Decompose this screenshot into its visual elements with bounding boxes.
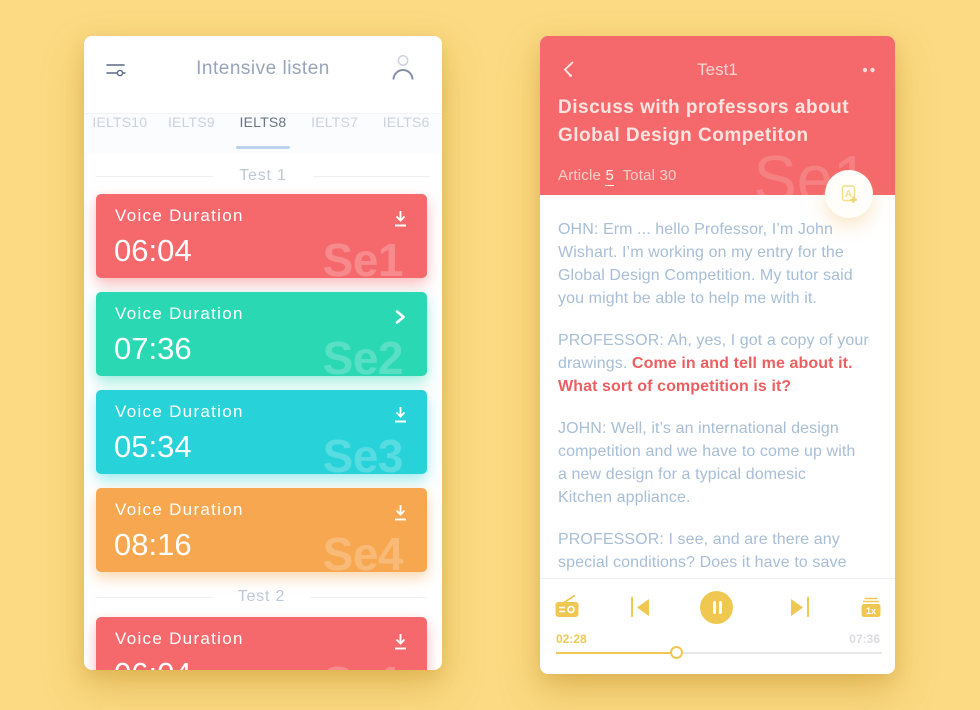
svg-text:A: A bbox=[845, 189, 852, 200]
svg-text:1x: 1x bbox=[866, 606, 876, 616]
